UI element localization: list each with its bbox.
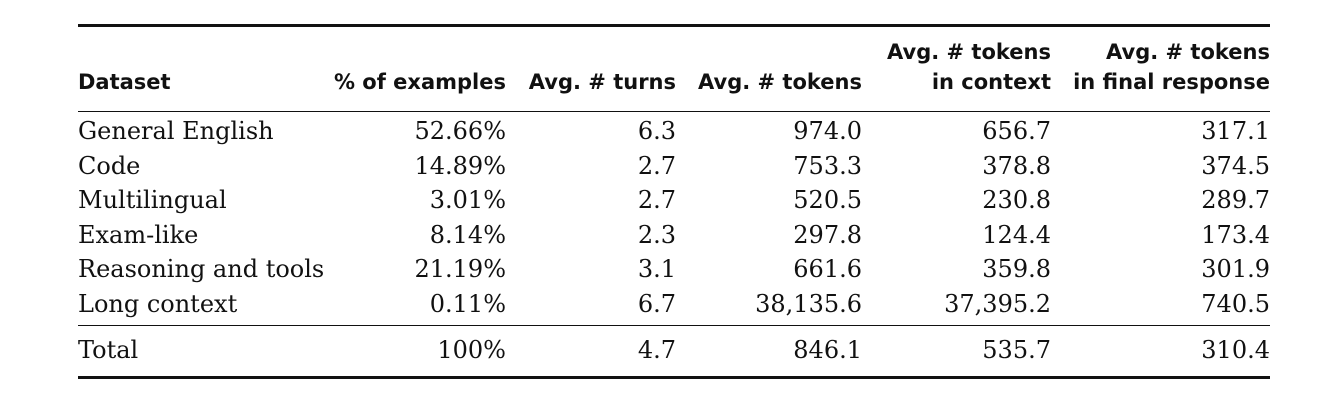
cell-tokens-final: 374.5 [1201,151,1270,180]
cell-tokens-context: 359.8 [982,255,1051,283]
header-avg-tokens: Avg. # tokens [676,24,862,112]
table-row: Code 14.89% 2.7 753.3 378.8 374.5 [78,149,1270,184]
cell-tokens-context: 124.4 [982,220,1051,249]
cell-dataset: Code [78,151,141,180]
cell-dataset: General English [78,117,274,145]
header-dataset: Dataset [78,24,328,112]
total-tokens-final: 310.4 [1051,325,1270,379]
cell-tokens-final: 173.4 [1201,220,1270,249]
header-avg-tokens-final-response-line1: Avg. # tokens [1106,40,1270,64]
cell-percent: 0.11% [429,289,506,318]
cell-tokens-context: 37,395.2 [944,289,1051,318]
total-turns: 4.7 [506,325,676,379]
cell-turns: 2.7 [637,151,676,180]
cell-tokens-final: 289.7 [1201,186,1270,214]
table-row: Multilingual 3.01% 2.7 520.5 230.8 289.7 [78,183,1270,218]
cell-tokens: 297.8 [793,220,862,249]
cell-turns: 2.3 [637,220,676,249]
header-avg-tokens-label: Avg. # tokens [698,70,862,94]
cell-tokens-context: 230.8 [982,186,1051,214]
cell-tokens: 661.6 [793,255,862,283]
header-percent-examples: % of examples [328,24,506,112]
cell-turns: 3.1 [637,255,676,283]
cell-dataset: Reasoning and tools [78,255,325,283]
cell-tokens-final: 301.9 [1201,255,1270,283]
cell-turns: 6.7 [637,289,676,318]
cell-tokens: 38,135.6 [755,289,862,318]
cell-turns: 6.3 [637,117,676,145]
header-avg-tokens-context: Avg. # tokens in context [862,24,1051,112]
cell-tokens-final: 317.1 [1201,117,1270,145]
table-row: Reasoning and tools 21.19% 3.1 661.6 359… [78,252,1270,287]
cell-percent: 14.89% [414,151,506,180]
total-label: Total [78,325,328,379]
cell-tokens: 520.5 [793,186,862,214]
table-row: Exam-like 8.14% 2.3 297.8 124.4 173.4 [78,218,1270,253]
header-avg-turns: Avg. # turns [506,24,676,112]
cell-tokens-context: 378.8 [982,151,1051,180]
cell-percent: 3.01% [429,186,506,214]
data-table-container: Dataset % of examples Avg. # turns Avg. … [78,24,1270,379]
table-header-row: Dataset % of examples Avg. # turns Avg. … [78,24,1270,112]
cell-percent: 8.14% [429,220,506,249]
cell-tokens: 753.3 [793,151,862,180]
cell-turns: 2.7 [637,186,676,214]
header-avg-tokens-final-response-line2: in final response [1073,70,1270,94]
total-tokens: 846.1 [676,325,862,379]
table-row: Long context 0.11% 6.7 38,135.6 37,395.2… [78,287,1270,326]
table-row: General English 52.66% 6.3 974.0 656.7 3… [78,112,1270,149]
cell-tokens-context: 656.7 [982,117,1051,145]
header-percent-examples-label: % of examples [333,70,506,94]
cell-tokens-final: 740.5 [1201,289,1270,318]
header-avg-tokens-final-response: Avg. # tokens in final response [1051,24,1270,112]
header-avg-tokens-context-line1: Avg. # tokens [887,40,1051,64]
header-avg-tokens-context-line2: in context [931,70,1051,94]
dataset-statistics-table: Dataset % of examples Avg. # turns Avg. … [78,24,1270,379]
total-tokens-context: 535.7 [862,325,1051,379]
header-dataset-label: Dataset [78,70,171,94]
cell-percent: 52.66% [414,117,506,145]
total-percent: 100% [328,325,506,379]
table-total-row: Total 100% 4.7 846.1 535.7 310.4 [78,325,1270,379]
cell-dataset: Exam-like [78,220,199,249]
cell-percent: 21.19% [414,255,506,283]
cell-dataset: Long context [78,289,238,318]
cell-tokens: 974.0 [793,117,862,145]
cell-dataset: Multilingual [78,186,227,214]
header-avg-turns-label: Avg. # turns [528,70,676,94]
